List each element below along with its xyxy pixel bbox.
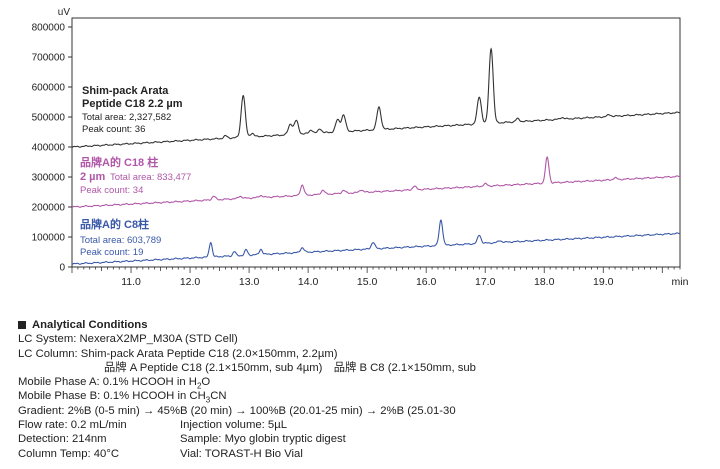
label-brandA-c8: 品牌A的 C8柱: [80, 217, 149, 231]
conditions-heading: Analytical Conditions: [18, 318, 718, 332]
mobile-phase-a-text: Mobile Phase A: 0.1% HCOOH in H: [18, 376, 197, 389]
plot-frame: [71, 17, 681, 268]
x-tick-label: 11.0: [121, 276, 141, 288]
y-tick-label: 300000: [32, 173, 66, 184]
label-brandA-c18-count: Peak count: 34: [80, 185, 143, 196]
x-tick-label: 18.0: [534, 276, 555, 288]
gradient: Gradient: 2%B (0-5 min) → 45%B (20 min) …: [18, 404, 456, 417]
y-unit-label: uV: [58, 7, 71, 18]
detection: Detection: 214nm: [18, 433, 107, 446]
temp-vial-row: Column Temp: 40°C Vial: TORAST-H Bio Vial: [18, 447, 718, 461]
vial: Vial: TORAST-H Bio Vial: [180, 447, 303, 460]
label-arata-line2: Peptide C18 2.2 µm: [82, 98, 183, 110]
y-tick-label: 200000: [32, 203, 66, 214]
mobile-phase-b-text: Mobile Phase B: 0.1% HCOOH in CH: [18, 390, 206, 403]
conditions-heading-text: Analytical Conditions: [32, 319, 148, 331]
lc-system: LC System: NexeraX2MP_M30A (STD Cell): [18, 333, 238, 346]
detection-sample-row: Detection: 214nm Sample: Myo globin trypt…: [18, 432, 718, 446]
y-tick-label: 800000: [32, 23, 66, 34]
square-bullet-icon: [18, 321, 26, 330]
trace-brandA_c18: [71, 156, 681, 209]
trace-arata: [71, 47, 681, 149]
y-tick-label: 500000: [32, 113, 66, 124]
label-brandA-c18-size: 2 µm: [80, 171, 106, 183]
x-tick-label: 19.0: [593, 276, 614, 288]
label-arata-line1: Shim-pack Arata: [82, 85, 169, 97]
y-tick-label: 700000: [32, 53, 66, 64]
lc-column-alt: 品牌 A Peptide C18 (2.1×150mm, sub 4µm) 品牌…: [104, 361, 476, 374]
label-brandA-c18-area: Total area: 833,477: [110, 172, 191, 183]
chromatogram-chart: 0 100000 200000 300000 400000 500000 600000 700…: [32, 7, 689, 288]
lc-column: LC Column: Shim-pack Arata Peptide C18 (…: [18, 347, 338, 360]
mobile-phase-b-sub: 3: [205, 395, 211, 405]
injection-volume: Injection volume: 5µL: [180, 419, 287, 432]
x-tick-label: 14.0: [298, 276, 319, 288]
x-tick-label: 16.0: [416, 276, 437, 288]
x-tick-label: 13.0: [239, 276, 260, 288]
flow-rate: Flow rate: 0.2 mL/min: [18, 419, 127, 432]
flow-injection-row: Flow rate: 0.2 mL/min Injection volume: 5…: [18, 418, 718, 432]
y-tick-label: 400000: [32, 143, 66, 154]
column-temp: Column Temp: 40°C: [18, 447, 120, 460]
label-arata-area: Total area: 2,327,582: [82, 112, 171, 123]
mobile-phase-a-suffix: O: [201, 376, 211, 389]
y-tick-label: 100000: [32, 233, 66, 244]
trace-brandA_c8: [71, 219, 681, 266]
mobile-phase-a: Mobile Phase A: 0.1% HCOOH in H2O: [18, 375, 718, 391]
y-tick-label: 0: [59, 263, 65, 274]
mobile-phase-b-suffix: CN: [210, 390, 227, 403]
x-tick-label: 12.0: [180, 276, 201, 288]
mobile-phase-b: Mobile Phase B: 0.1% HCOOH in CH3CN: [18, 389, 718, 405]
sample: Sample: Myo globin tryptic digest: [180, 433, 346, 446]
label-arata-count: Peak count: 36: [82, 124, 145, 135]
analytical-conditions: Analytical Conditions LC System: NexeraX…: [18, 318, 718, 461]
y-tick-label: 600000: [32, 83, 66, 94]
label-brandA-c8-area: Total area: 603,789: [80, 235, 161, 246]
x-tick-label: 17.0: [475, 276, 496, 288]
label-brandA-c8-count: Peak count: 19: [80, 247, 143, 258]
x-unit-label: min: [672, 276, 689, 288]
mobile-phase-a-sub: 2: [196, 381, 202, 391]
x-tick-label: 15.0: [357, 276, 378, 288]
label-brandA-c18: 品牌A的 C18 柱: [80, 155, 158, 169]
